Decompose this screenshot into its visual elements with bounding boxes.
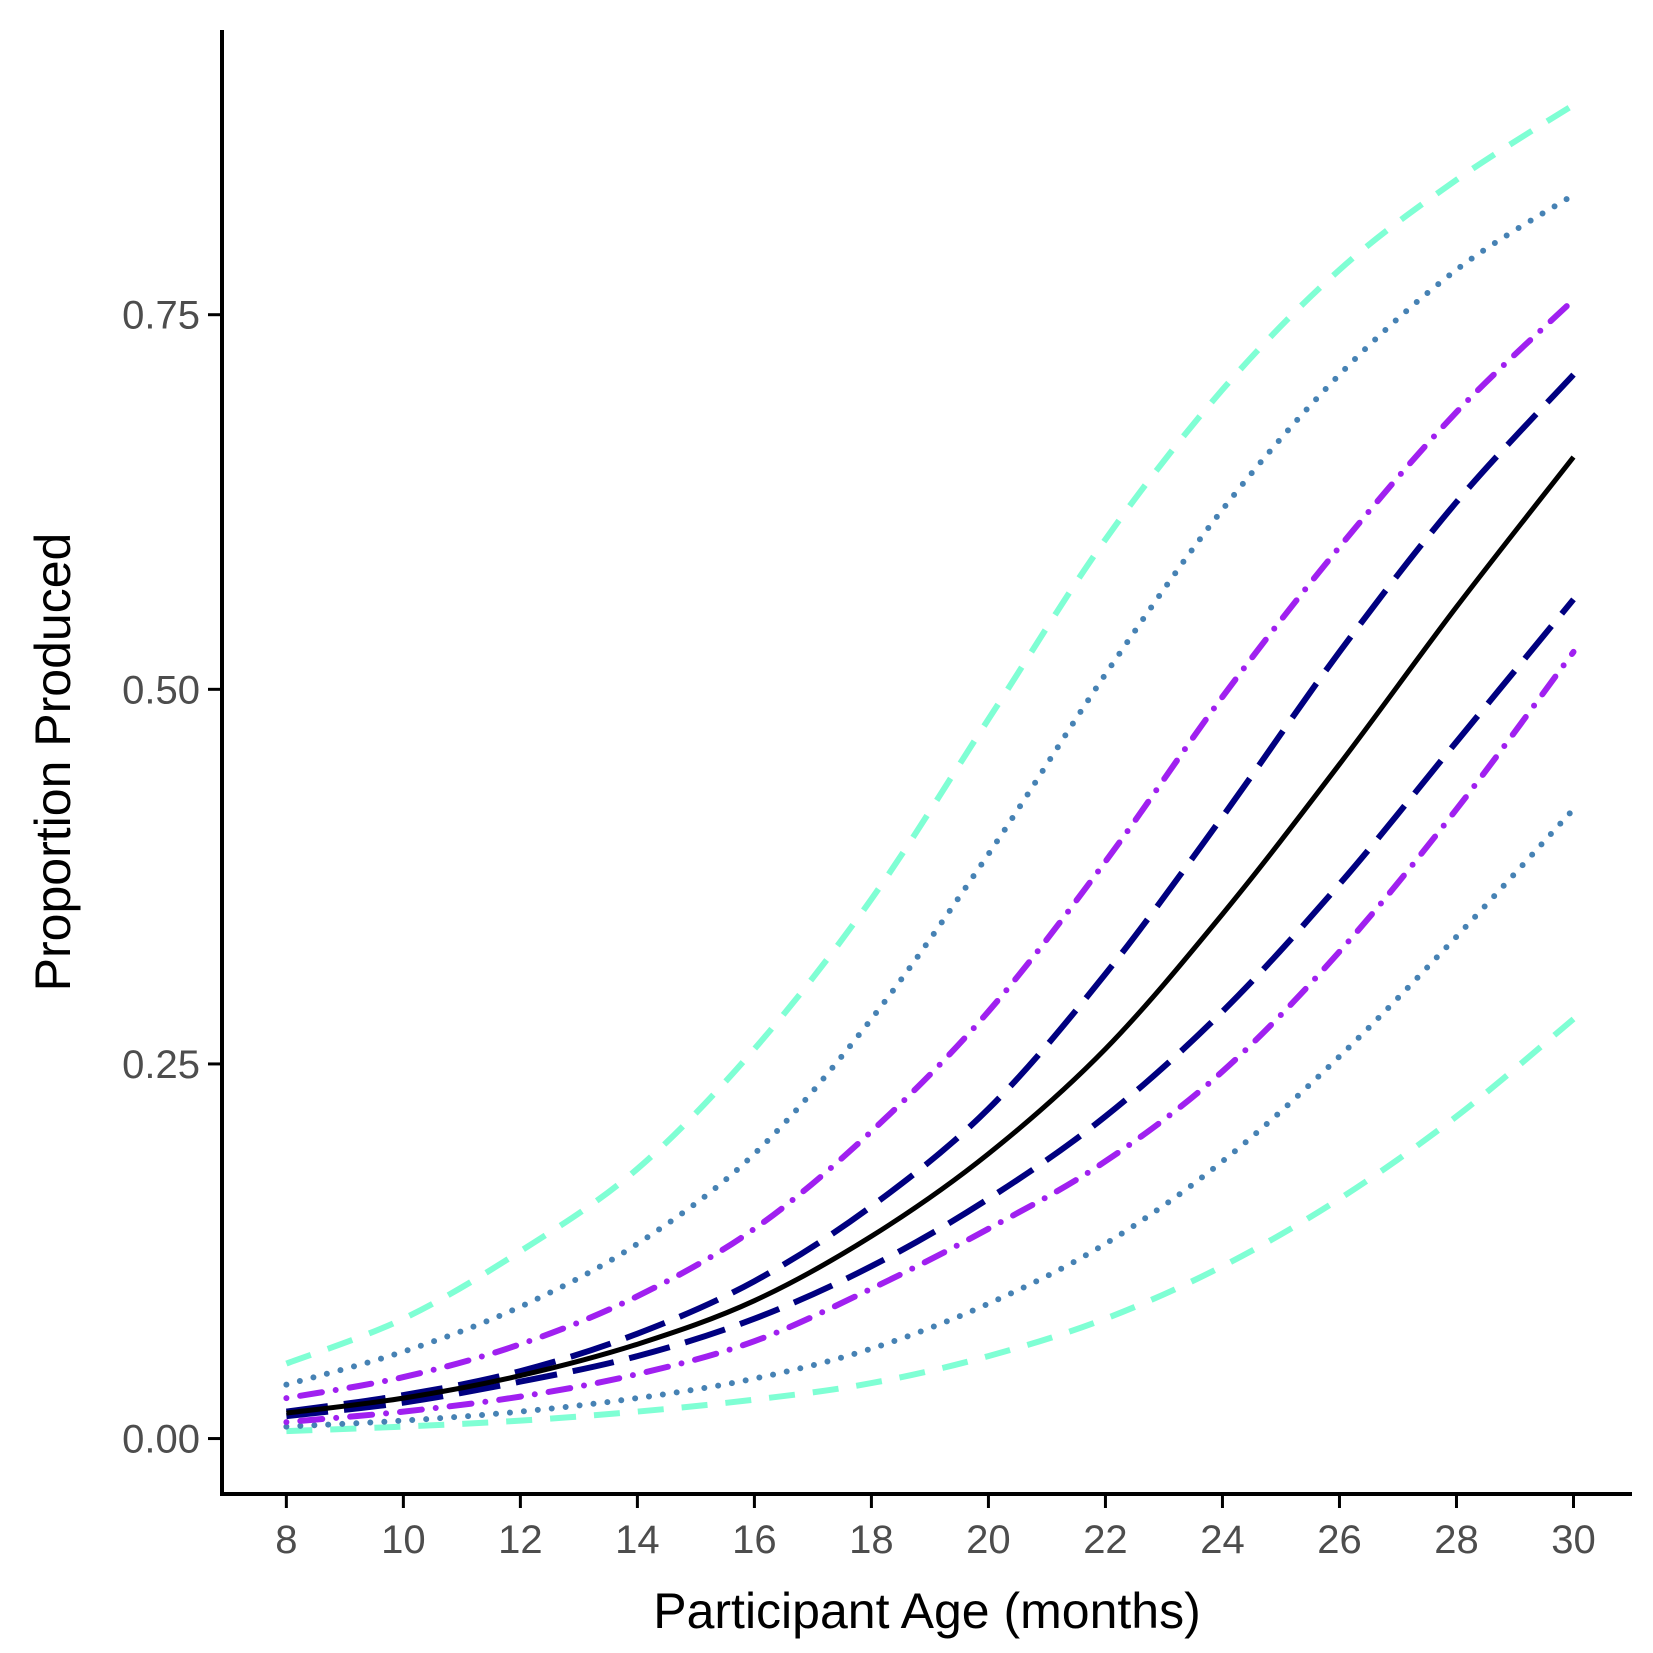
x-tick-label: 16 [732, 1518, 777, 1562]
y-axis-title: Proportion Produced [25, 533, 81, 992]
x-tick-label: 12 [498, 1518, 543, 1562]
x-tick-label: 14 [615, 1518, 660, 1562]
series-line-1 [285, 102, 1576, 1367]
series-line-7 [285, 372, 1576, 1415]
x-ticks: 8 10 12 14 16 18 20 22 24 26 28 30 [275, 1494, 1596, 1562]
x-tick-label: 20 [966, 1518, 1011, 1562]
series-line-9 [286, 455, 1576, 1416]
x-tick-label: 26 [1317, 1518, 1362, 1562]
series-line-4 [283, 806, 1577, 1430]
y-tick-label: 0.75 [122, 294, 200, 338]
y-tick-label: 0.25 [122, 1043, 200, 1087]
x-tick-label: 28 [1434, 1518, 1479, 1562]
x-axis-title: Participant Age (months) [653, 1583, 1201, 1639]
x-tick-label: 10 [381, 1518, 426, 1562]
series-layer [283, 102, 1577, 1435]
x-tick-label: 30 [1551, 1518, 1596, 1562]
x-tick-label: 8 [275, 1518, 297, 1562]
series-line-5 [283, 296, 1577, 1402]
series-line-6 [283, 648, 1577, 1426]
y-tick-label: 0.00 [122, 1418, 200, 1462]
series-line-2 [286, 1016, 1576, 1435]
x-tick-label: 22 [1083, 1518, 1128, 1562]
x-tick-label: 24 [1200, 1518, 1245, 1562]
y-ticks: 0.00 0.25 0.50 0.75 [122, 294, 222, 1462]
x-tick-label: 18 [849, 1518, 894, 1562]
series-line-3 [283, 191, 1577, 1388]
y-tick-label: 0.50 [122, 668, 200, 712]
series-line-8 [286, 597, 1576, 1420]
